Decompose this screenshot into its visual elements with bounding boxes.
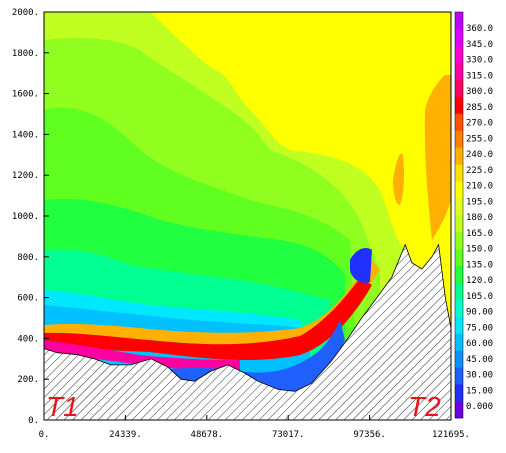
colorbar-label: 360.0 — [466, 24, 493, 34]
y-tick-label: 1600. — [12, 90, 39, 100]
colorbar-label: 315.0 — [466, 71, 493, 81]
y-tick-label: 200. — [17, 375, 39, 385]
field-orange-column — [424, 75, 451, 240]
colorbar-swatch — [455, 215, 463, 233]
colorbar-swatch — [455, 265, 463, 283]
colorbar-label: 75.00 — [466, 323, 493, 333]
field-orange-column-left — [393, 153, 404, 205]
colorbar-swatch — [455, 299, 463, 317]
y-axis-ticks: 0. 200. 400. 600. 800. 1000. 1200. 1400. 1600. 18… — [12, 8, 49, 426]
colorbar-label: 90.00 — [466, 308, 493, 318]
x-tick-label: 48678. — [191, 430, 224, 440]
colorbar-swatch — [455, 350, 463, 368]
colorbar-swatch — [455, 231, 463, 250]
y-tick-label: 1800. — [12, 49, 39, 59]
colorbar-label: 210.0 — [466, 182, 493, 192]
colorbar-label: 270.0 — [466, 119, 493, 129]
colorbar-swatch — [455, 384, 463, 402]
colorbar-frame — [454, 11, 464, 419]
y-tick-label: 800. — [17, 253, 39, 263]
colorbar-swatch — [455, 401, 463, 419]
colorbar-swatch — [455, 79, 463, 97]
colorbar-swatch — [455, 164, 463, 182]
colorbar: 0.000 15.00 30.00 45.00 60.00 75.00 90.00 105.0… — [454, 11, 493, 419]
colorbar-label: 225.0 — [466, 166, 493, 176]
field-blue-pocket — [150, 320, 345, 395]
y-tick-label: 600. — [17, 294, 39, 304]
y-tick-label: 400. — [17, 334, 39, 344]
colorbar-swatch — [455, 333, 463, 351]
colorbar-swatch — [455, 198, 463, 216]
colorbar-label: 345.0 — [466, 40, 493, 50]
colorbar-label: 120.0 — [466, 276, 493, 286]
field-blue-tower — [350, 248, 372, 283]
colorbar-label: 30.00 — [466, 371, 493, 381]
colorbar-label: 300.0 — [466, 87, 493, 97]
y-tick-label: 1400. — [12, 130, 39, 140]
colorbar-label: 195.0 — [466, 197, 493, 207]
terrain-hatched-area — [43, 243, 452, 421]
colorbar-swatch — [455, 12, 463, 30]
colorbar-swatch — [455, 282, 463, 300]
colorbar-swatch — [455, 130, 463, 148]
colorbar-swatch — [455, 113, 463, 131]
x-tick-label: 0. — [39, 430, 50, 440]
annotation-t2: T2 — [408, 391, 441, 422]
x-axis-ticks: 0. 24339. 48678. 73017. 97356. 121695. — [39, 415, 470, 440]
colorbar-swatch — [455, 367, 463, 385]
annotation-t1: T1 — [46, 391, 79, 422]
y-tick-label: 1000. — [12, 212, 39, 222]
colorbar-swatch — [455, 28, 463, 47]
y-tick-label: 0. — [28, 416, 39, 426]
colorbar-label: 285.0 — [466, 103, 493, 113]
colorbar-swatch — [455, 62, 463, 80]
colorbar-swatch — [455, 181, 463, 199]
colorbar-label: 330.0 — [466, 56, 493, 66]
colorbar-label: 240.0 — [466, 150, 493, 160]
colorbar-label: 0.000 — [466, 402, 493, 412]
x-tick-label: 73017. — [272, 430, 305, 440]
x-tick-label: 121695. — [432, 430, 470, 440]
colorbar-swatch — [455, 147, 463, 165]
x-tick-label: 24339. — [109, 430, 142, 440]
colorbar-swatch — [455, 248, 463, 267]
field-red-band — [44, 278, 372, 361]
colorbar-label: 150.0 — [466, 245, 493, 255]
y-tick-label: 2000. — [12, 8, 39, 18]
colorbar-label: 105.0 — [466, 292, 493, 302]
colorbar-label: 135.0 — [466, 260, 493, 270]
colorbar-label: 60.00 — [466, 339, 493, 349]
colorbar-swatch — [455, 45, 463, 64]
colorbar-swatch — [455, 96, 463, 114]
colorbar-label: 180.0 — [466, 213, 493, 223]
colorbar-label: 45.00 — [466, 355, 493, 365]
x-tick-label: 97356. — [353, 430, 386, 440]
colorbar-label: 165.0 — [466, 229, 493, 239]
y-tick-label: 1200. — [12, 171, 39, 181]
colorbar-label: 255.0 — [466, 134, 493, 144]
colorbar-label: 15.00 — [466, 386, 493, 396]
colorbar-swatch — [455, 316, 463, 334]
field-magenta-band — [44, 340, 240, 371]
